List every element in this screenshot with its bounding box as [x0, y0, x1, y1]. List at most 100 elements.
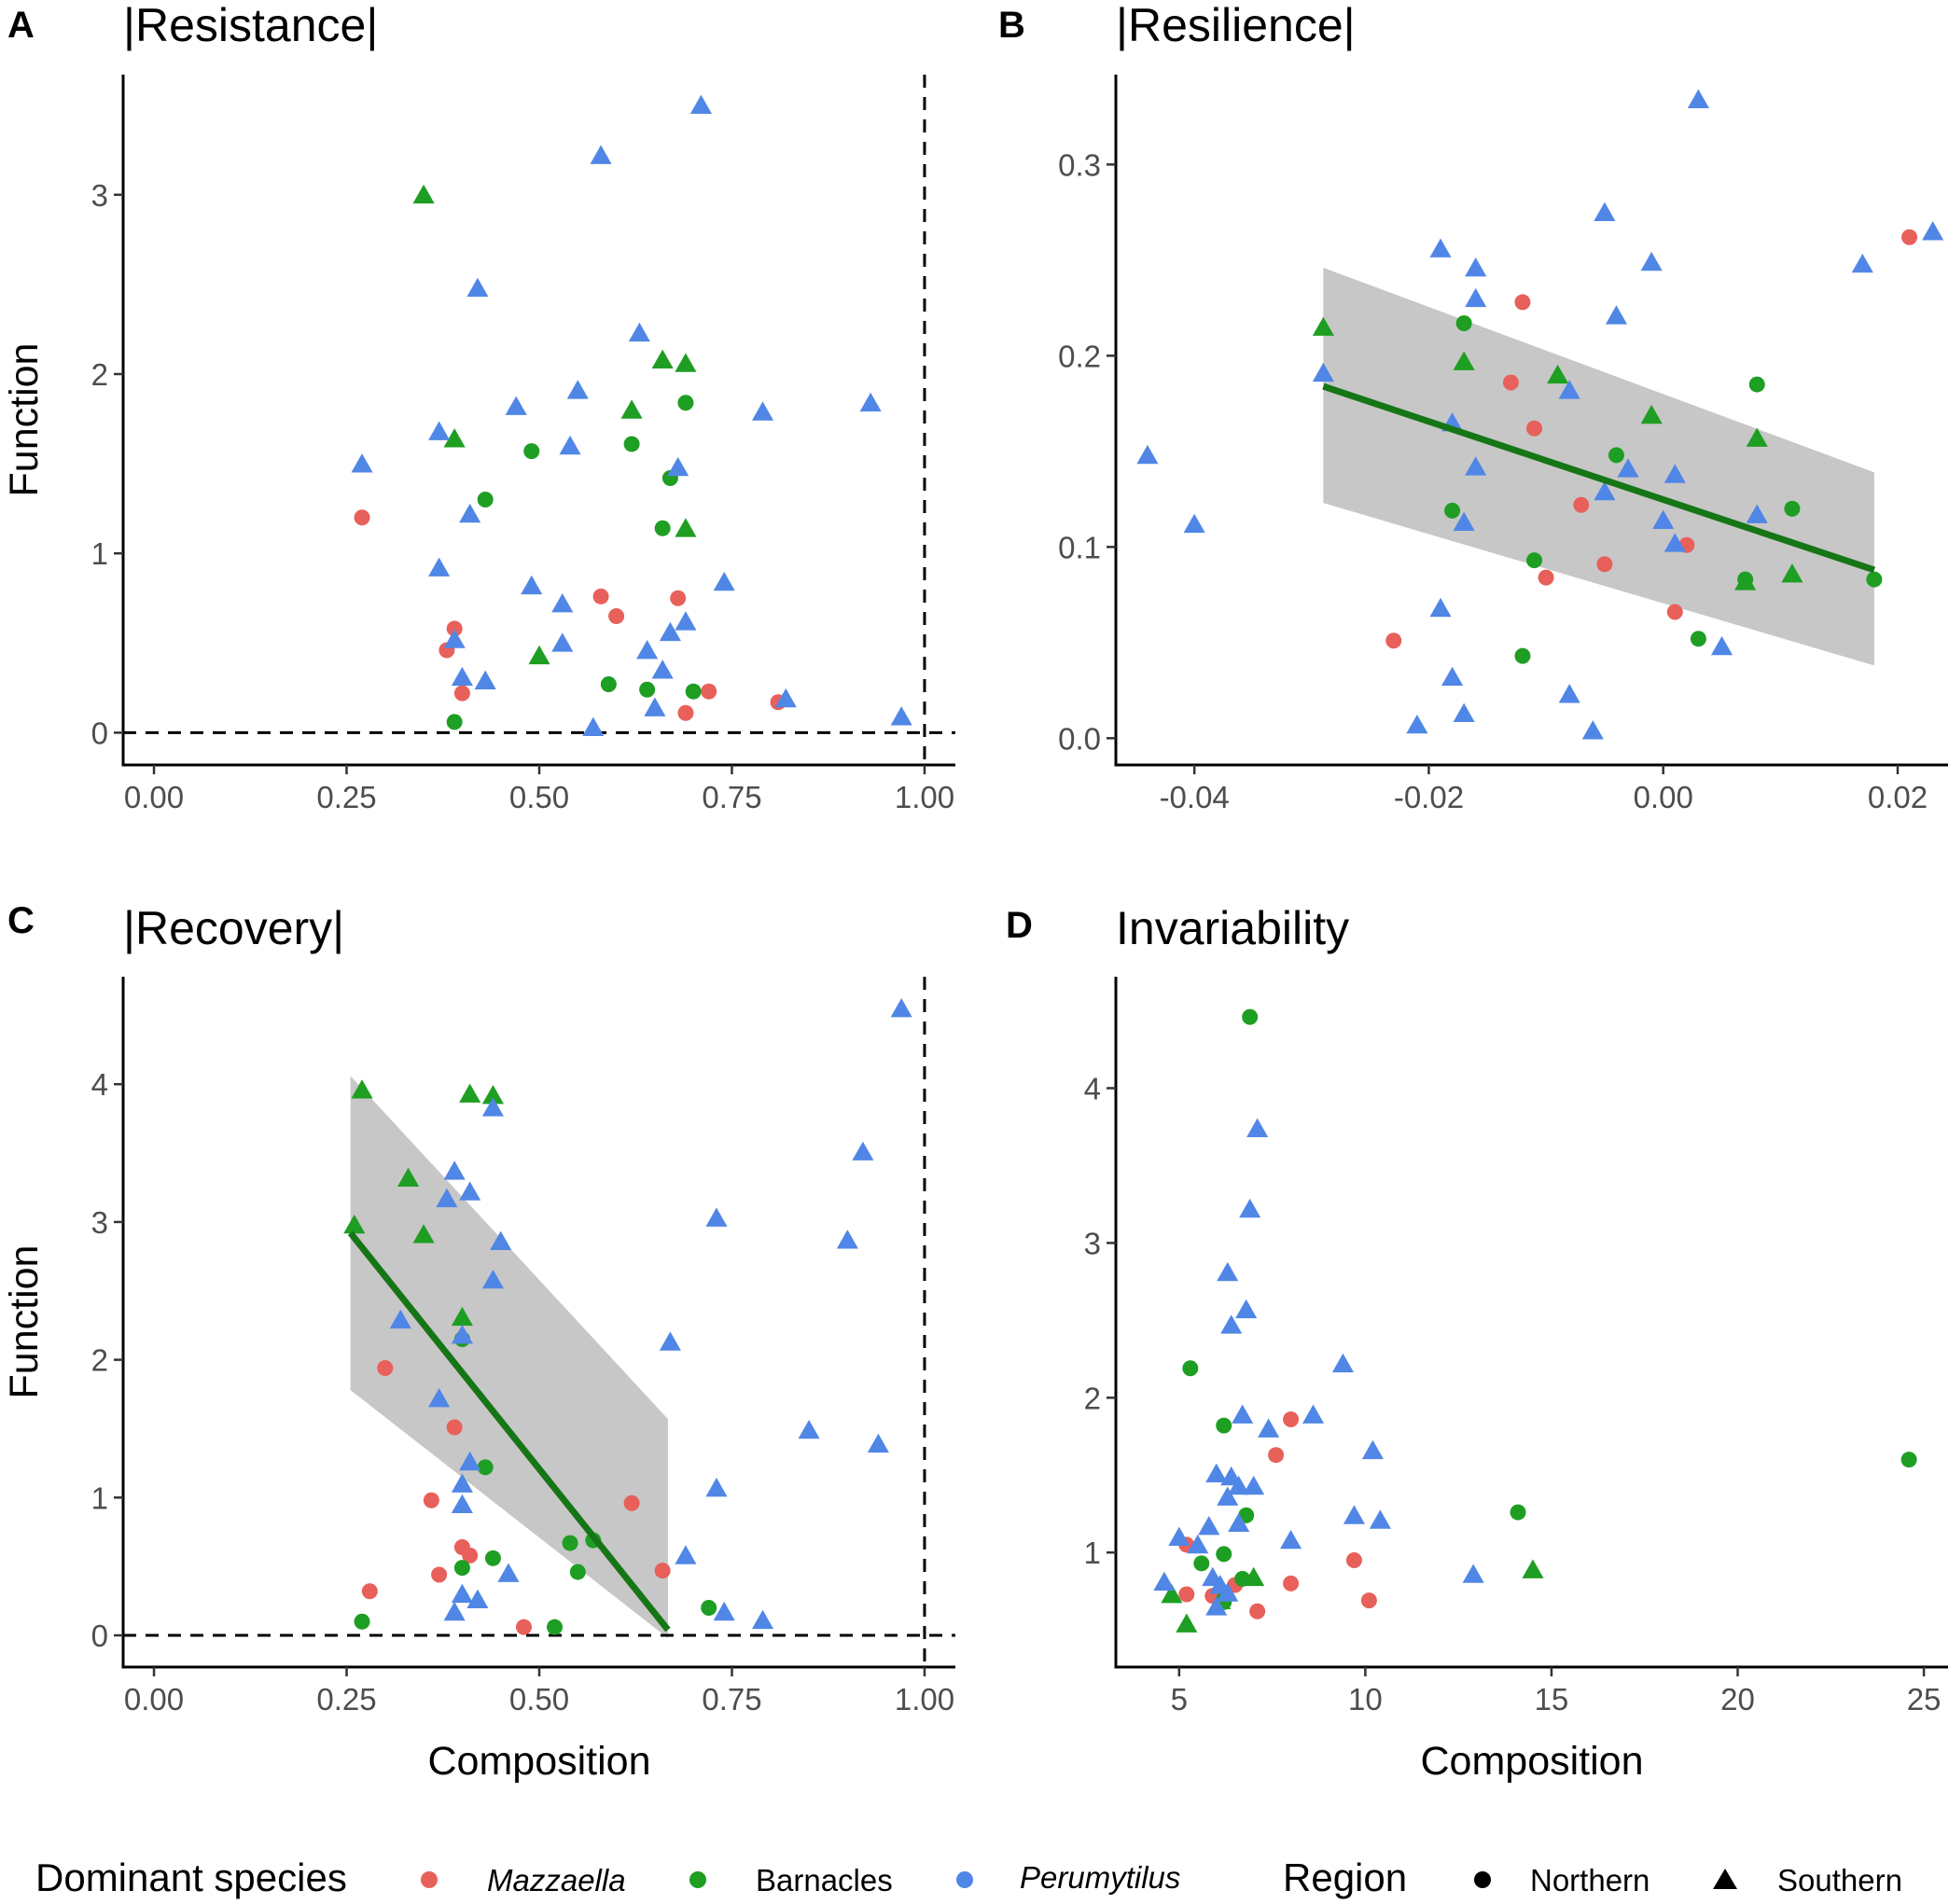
x-tick-label: 5	[1171, 1682, 1188, 1716]
data-point	[1345, 1552, 1362, 1569]
data-point	[1193, 1555, 1210, 1572]
data-point	[453, 685, 470, 702]
data-point	[343, 1214, 366, 1234]
panel-a: A |Resistance| 0.00 0.25 0.50 0.75 1.00 0 1 2 3 Fun…	[2, 0, 955, 814]
panel-letter: D	[1006, 905, 1033, 946]
data-point	[354, 1613, 370, 1630]
data-point	[1666, 604, 1683, 620]
data-point	[481, 1085, 504, 1105]
y-tick-label: 0.0	[1058, 721, 1101, 756]
data-point	[451, 1583, 473, 1604]
data-point	[1176, 1613, 1198, 1633]
data-point	[459, 1181, 481, 1201]
data-point	[562, 1535, 578, 1551]
data-point	[1596, 556, 1613, 573]
data-point	[1640, 251, 1663, 271]
data-point	[459, 503, 481, 523]
data-point	[713, 571, 735, 591]
data-point	[1217, 1486, 1239, 1506]
y-tick-label: 1	[91, 536, 108, 571]
data-point	[1258, 1418, 1280, 1438]
data-point	[1748, 376, 1765, 393]
data-point	[1369, 1509, 1391, 1529]
fit-line	[347, 1230, 671, 1633]
data-point	[623, 436, 640, 452]
data-point	[592, 588, 609, 605]
data-point	[559, 435, 581, 455]
data-point	[490, 1230, 512, 1250]
legend-key-perumytilus	[956, 1871, 973, 1888]
y-tick-label: 1	[1084, 1536, 1101, 1570]
data-point	[701, 1599, 717, 1616]
y-tick-label: 4	[91, 1067, 108, 1102]
data-point	[675, 611, 697, 631]
data-point	[689, 94, 712, 115]
y-tick-label: 0	[91, 1619, 108, 1653]
data-point	[1216, 1546, 1232, 1563]
legend-key-mazzaella	[421, 1871, 438, 1888]
data-point	[651, 660, 674, 679]
data-point	[446, 1419, 463, 1436]
data-point	[1922, 221, 1944, 241]
data-point	[1283, 1575, 1300, 1591]
data-point	[1652, 509, 1675, 529]
data-point	[1594, 480, 1616, 501]
data-point	[1866, 571, 1883, 588]
data-point	[1453, 702, 1475, 723]
data-point	[1784, 500, 1801, 517]
data-point	[701, 683, 717, 700]
data-point	[481, 1097, 504, 1117]
data-point	[451, 1473, 473, 1493]
y-tick-label: 3	[1084, 1226, 1101, 1260]
data-point	[628, 322, 650, 342]
data-point	[675, 353, 697, 372]
data-point	[351, 1079, 373, 1099]
data-point	[644, 697, 666, 716]
data-point	[1690, 631, 1706, 647]
data-point	[1243, 1566, 1265, 1587]
data-point	[1280, 1529, 1302, 1550]
data-point	[1249, 1603, 1266, 1619]
data-point	[431, 1566, 448, 1583]
data-point	[477, 1459, 494, 1476]
data-point	[1178, 1586, 1195, 1603]
y-axis-title: Function	[2, 343, 47, 497]
y-tick-label: 3	[91, 1205, 108, 1240]
data-point	[428, 557, 451, 577]
legend-label-southern: Southern	[1777, 1863, 1902, 1897]
data-point	[1239, 1198, 1261, 1218]
data-point	[484, 1550, 501, 1566]
y-tick-label: 0	[91, 716, 108, 750]
data-point	[590, 145, 612, 164]
data-point	[1153, 1571, 1176, 1591]
data-point	[1444, 502, 1461, 519]
x-tick-label: 0.25	[316, 780, 376, 814]
data-point	[566, 380, 589, 399]
data-point	[1465, 456, 1487, 476]
x-tick-label: -0.04	[1160, 780, 1230, 814]
data-point	[1502, 374, 1519, 391]
data-point	[1526, 552, 1543, 569]
data-point	[1242, 1008, 1259, 1025]
x-tick-label: 0.00	[1634, 780, 1693, 814]
data-point	[453, 1560, 470, 1577]
legend-label-perumytilus: Perumytilus	[1020, 1860, 1180, 1895]
data-point	[867, 1433, 889, 1453]
data-point	[515, 1619, 532, 1635]
data-point	[1302, 1404, 1325, 1424]
panel-title: |Resistance|	[123, 0, 378, 51]
data-point	[1687, 89, 1709, 108]
data-point	[1558, 380, 1580, 399]
x-tick-label: 0.75	[702, 1682, 761, 1716]
data-point	[1217, 1261, 1239, 1282]
data-point	[1901, 229, 1918, 245]
data-point	[1514, 294, 1531, 311]
data-point	[1168, 1526, 1190, 1546]
data-point	[1183, 513, 1205, 534]
data-point	[659, 1331, 681, 1351]
y-axis-title: Function	[2, 1245, 47, 1399]
data-point	[446, 620, 463, 637]
data-point	[451, 666, 473, 687]
data-point	[521, 575, 543, 595]
